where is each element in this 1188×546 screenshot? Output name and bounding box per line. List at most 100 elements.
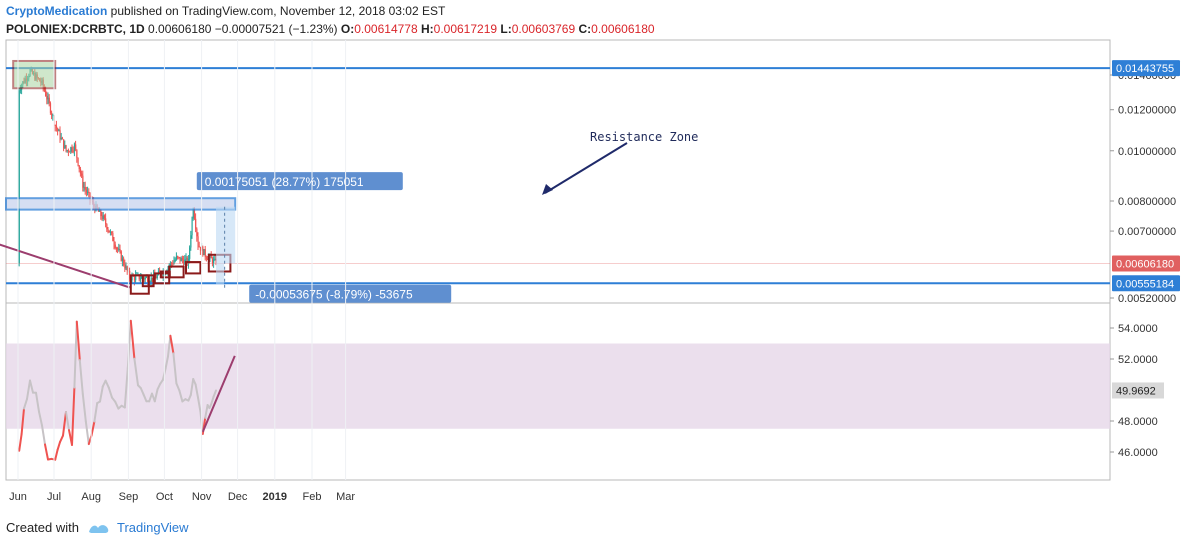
candle-body	[60, 137, 62, 139]
tradingview-link[interactable]: TradingView	[116, 520, 189, 535]
candle-body	[108, 230, 110, 233]
rsi-segment	[123, 367, 129, 409]
candle-body	[199, 246, 202, 251]
rsi-segment	[107, 386, 113, 399]
candle-body	[83, 187, 85, 189]
rsi-segment	[23, 398, 28, 410]
x-tick-label: Nov	[192, 491, 212, 503]
rsi-segment	[175, 382, 181, 392]
rsi-segment	[20, 407, 25, 436]
rsi-segment	[156, 382, 162, 391]
rsi-segment	[169, 334, 175, 355]
candle-body	[138, 274, 140, 280]
candle-body	[115, 248, 118, 250]
rsi-segment	[114, 400, 120, 410]
rsi-segment	[29, 379, 34, 394]
candle-body	[185, 257, 187, 260]
candle-body	[202, 246, 204, 256]
candle-body	[131, 275, 133, 281]
rsi-segment	[75, 320, 81, 362]
candle-body	[19, 89, 22, 91]
x-tick-label: Jun	[9, 491, 27, 503]
symbol-label[interactable]: POLONIEX:DCRBTC, 1D	[6, 22, 145, 36]
rsi-segment	[178, 389, 184, 403]
candle-body	[189, 247, 191, 259]
last-price: 0.00606180	[148, 22, 212, 36]
candle-body	[196, 228, 198, 237]
open-value: 0.00614778	[354, 22, 418, 36]
candle-body	[101, 216, 103, 219]
candle-body	[179, 257, 181, 262]
candle-body	[120, 251, 122, 261]
rsi-segment	[78, 359, 84, 396]
candle-body	[145, 277, 148, 279]
candle-body	[191, 218, 193, 236]
rsi-segment	[81, 393, 87, 423]
price-tag-label: 0.00555184	[1116, 278, 1174, 290]
price-tag-label: 0.00606180	[1116, 258, 1174, 270]
candle-body	[198, 246, 200, 248]
candle-body	[203, 249, 205, 256]
rsi-segment	[56, 441, 61, 451]
measure-down-text: -0.00053675 (-8.79%) -53675	[255, 288, 413, 302]
price-tick-label: 0.00700000	[1118, 226, 1176, 238]
author-link[interactable]: CryptoMedication	[6, 4, 108, 18]
support-box	[141, 274, 155, 288]
price-tag	[1112, 60, 1180, 77]
candle-body	[111, 231, 113, 234]
measure-up-tag	[196, 172, 403, 191]
rsi-segment	[44, 443, 49, 461]
candle-body	[45, 90, 47, 96]
created-with-text: Created with	[6, 520, 79, 535]
rsi-segment	[99, 385, 104, 403]
price-tick-label: 0.00520000	[1118, 293, 1176, 305]
support-box	[129, 274, 150, 295]
candle-body	[48, 97, 50, 104]
candle-body	[63, 139, 65, 149]
resistance-arrow	[544, 142, 628, 194]
candle-body	[121, 258, 124, 261]
candle-body	[180, 258, 182, 262]
candle-body	[125, 266, 127, 269]
rsi-segment	[35, 391, 40, 413]
rsi-segment	[172, 352, 178, 385]
candle-body	[89, 192, 91, 200]
candle-body	[205, 256, 208, 259]
open-label: O:	[340, 22, 355, 36]
candle-body	[57, 128, 59, 131]
candle-body	[69, 151, 71, 153]
rsi-segment	[129, 319, 136, 360]
rsi-segment	[38, 410, 43, 427]
candle-body	[197, 236, 199, 247]
high-value: 0.00617219	[433, 22, 498, 36]
candle-body	[88, 191, 90, 193]
candle-body	[135, 275, 137, 281]
candle-body	[141, 276, 143, 279]
publish-line: CryptoMedication published on TradingVie…	[6, 4, 445, 18]
price-change: −0.00007521 (−1.23%)	[214, 22, 338, 36]
low-value: 0.00603769	[511, 22, 576, 36]
support-box	[153, 272, 171, 285]
rsi-current-label: 49.9692	[1116, 385, 1156, 397]
candle-body	[155, 276, 157, 279]
resistance-zone-label: Resistance Zone	[590, 130, 698, 144]
candle-body	[113, 241, 115, 245]
price-tag-label: 0.01443755	[1116, 63, 1174, 75]
candle-body	[172, 263, 174, 265]
publish-info: published on TradingView.com, November 1…	[107, 4, 446, 18]
rsi-segment	[164, 355, 169, 370]
price-chart[interactable]: 0.00520000 0.00700000 0.00800000 0.01000000…	[0, 0, 1188, 510]
candle-body	[84, 187, 86, 190]
candle-body	[64, 145, 66, 149]
candle-body	[81, 173, 83, 176]
rsi-tick-label: 52.0000	[1118, 354, 1158, 366]
support-box	[168, 265, 185, 279]
candle-body	[112, 233, 114, 242]
candle-body	[178, 256, 180, 258]
candle-body	[174, 259, 176, 262]
measure-up-text: 0.00175051 (28.77%) 175051	[205, 175, 364, 189]
candle-body	[150, 277, 152, 283]
rsi-current-tag	[1112, 382, 1164, 399]
rsi-segment	[18, 433, 23, 452]
rsi-segment	[54, 448, 59, 461]
